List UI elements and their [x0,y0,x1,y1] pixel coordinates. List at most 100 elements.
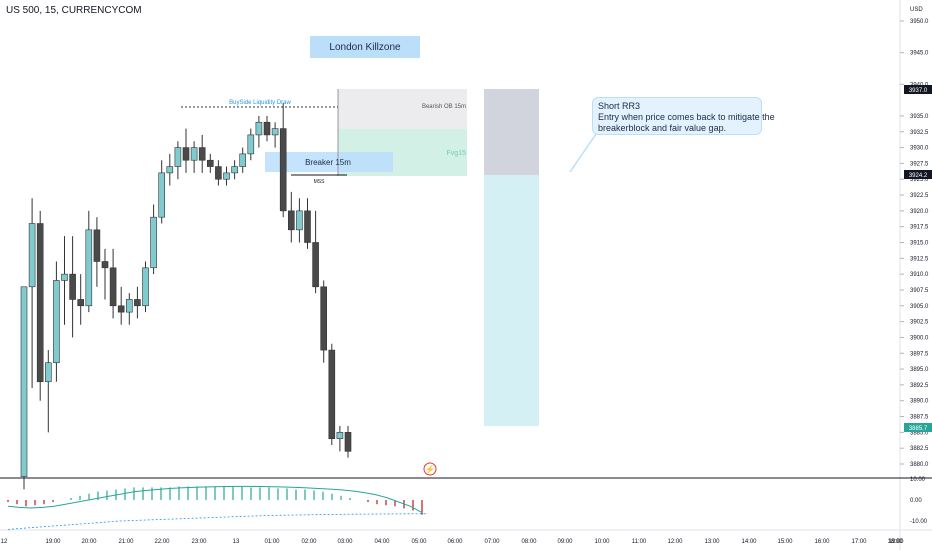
time-tick-label: 12:00 [667,539,683,545]
candle-body [247,134,255,155]
candles-layer [20,103,352,490]
candle-body [271,128,279,136]
time-tick-label: 15:00 [777,539,793,545]
oscillator-axis[interactable]: 10.00 0.00 -10.00 [910,477,928,525]
candle-body [44,362,52,383]
time-tick-label: 21:00 [118,539,134,545]
candle-body [109,267,117,307]
price-tick-label: 3922.5 [910,193,929,199]
price-tick-label: 3907.5 [910,288,929,294]
candle-body [223,172,230,180]
bearish-ob-label: Bearish OB 15m [422,104,466,110]
candle-body [296,210,303,231]
osc-tick-label: 10.00 [910,477,926,483]
price-tick-label: 3887.5 [910,415,929,421]
time-axis[interactable]: 12 19:00 20:00 21:00 22:00 23:00 13 01:00 02:00 0… [1,539,905,545]
breaker-zone[interactable] [265,152,393,172]
osc-line-1 [7,485,423,514]
time-tick-label: 17:00 [851,539,867,545]
candle-body [312,242,319,288]
trade-note[interactable]: Short RR3 Entry when price comes back to… [592,97,775,135]
price-tick-label: 3920.0 [910,209,929,215]
candle-body [166,166,174,174]
target-zone[interactable] [484,175,539,426]
candle-body [142,267,149,307]
candle-body [174,147,182,167]
alert-marker-icon[interactable] [423,462,437,476]
candle-body [36,223,44,383]
price-tick-label: 3885.0 [910,430,929,436]
candle-body [263,121,271,136]
price-axis[interactable]: 3950.03945.03940.03935.03932.53930.03927… [900,19,929,468]
candle-body [182,147,190,161]
time-tick-label: 10:00 [594,539,610,545]
osc-line-2 [7,513,429,530]
price-tick-label: 3882.5 [910,446,929,452]
time-tick-label: 01:00 [264,539,280,545]
price-tick-label: 3930.0 [910,146,929,152]
time-tick-label: 02:00 [301,539,317,545]
candle-body [117,305,125,313]
candle-body [328,349,336,439]
time-tick-label: 23:00 [191,539,207,545]
candle-body [101,261,109,269]
price-badge-3924 [904,170,932,179]
price-badge-3924-text: 3924.2 [909,173,928,179]
candle-body [215,166,222,180]
time-tick-label: 04:00 [374,539,390,545]
price-tick-label: 3932.5 [910,130,929,136]
price-tick-label: 3890.0 [910,399,929,405]
time-tick-label: 14:00 [741,539,757,545]
candle-body [126,299,133,313]
candle-body [85,229,93,307]
candle-body [93,229,101,262]
candle-body [150,216,157,269]
candle-body [344,432,352,452]
osc-tick-label: -10.00 [910,519,928,525]
candle-body [279,128,287,212]
liquidity-label: BuySide Liquidity Draw [229,100,291,106]
mss-label: MSS [314,179,326,185]
candle-body [239,153,246,167]
note-line-2: breakerblock and fair value gap. [598,123,727,133]
candle-body [28,223,36,288]
price-tick-label: 3927.5 [910,161,929,167]
candle-body [77,299,84,307]
price-badge-3937-text: 3937.0 [909,88,928,94]
time-tick-label: 19:00 [45,539,61,545]
candle-body [69,273,76,300]
price-tick-label: 3945.0 [910,51,929,57]
price-tick-label: 3917.5 [910,225,929,231]
fvg-label: Fvg15 [447,150,467,157]
candle-body [207,159,214,167]
price-tick-label: 3880.0 [910,462,929,468]
price-tick-label: 3925.0 [910,177,929,183]
price-tick-label: 3900.0 [910,335,929,341]
candle-body [231,166,238,174]
time-tick-label: 19:00 [888,539,904,545]
candle-body [304,210,311,243]
time-tick-label: 13 [233,539,240,545]
price-tick-label: 3912.5 [910,256,929,262]
candle-body [336,432,344,439]
bearish-ob-zone[interactable] [338,89,467,129]
time-tick-label: 12 [1,539,8,545]
note-pointer [569,133,597,173]
oscillator-layer [7,485,429,530]
price-tick-label: 3950.0 [910,19,929,25]
time-tick-label: 03:00 [337,539,353,545]
candle-body [158,172,165,218]
osc-tick-label: 0.00 [910,498,922,504]
note-line-1: Entry when price comes back to mitigate … [598,112,775,122]
time-tick-label: 13:00 [704,539,720,545]
symbol-title[interactable]: US 500, 15, CURRENCYCOM [6,5,142,16]
time-tick-label: 20:00 [81,539,97,545]
breaker-label: Breaker 15m [305,158,351,167]
time-tick-label: 08:00 [521,539,537,545]
time-tick-label: 22:00 [154,539,170,545]
candle-body [134,299,141,307]
price-tick-label: 3905.0 [910,304,929,310]
stop-loss-zone[interactable] [484,89,539,175]
london-killzone-box[interactable]: London Killzone [310,36,420,58]
